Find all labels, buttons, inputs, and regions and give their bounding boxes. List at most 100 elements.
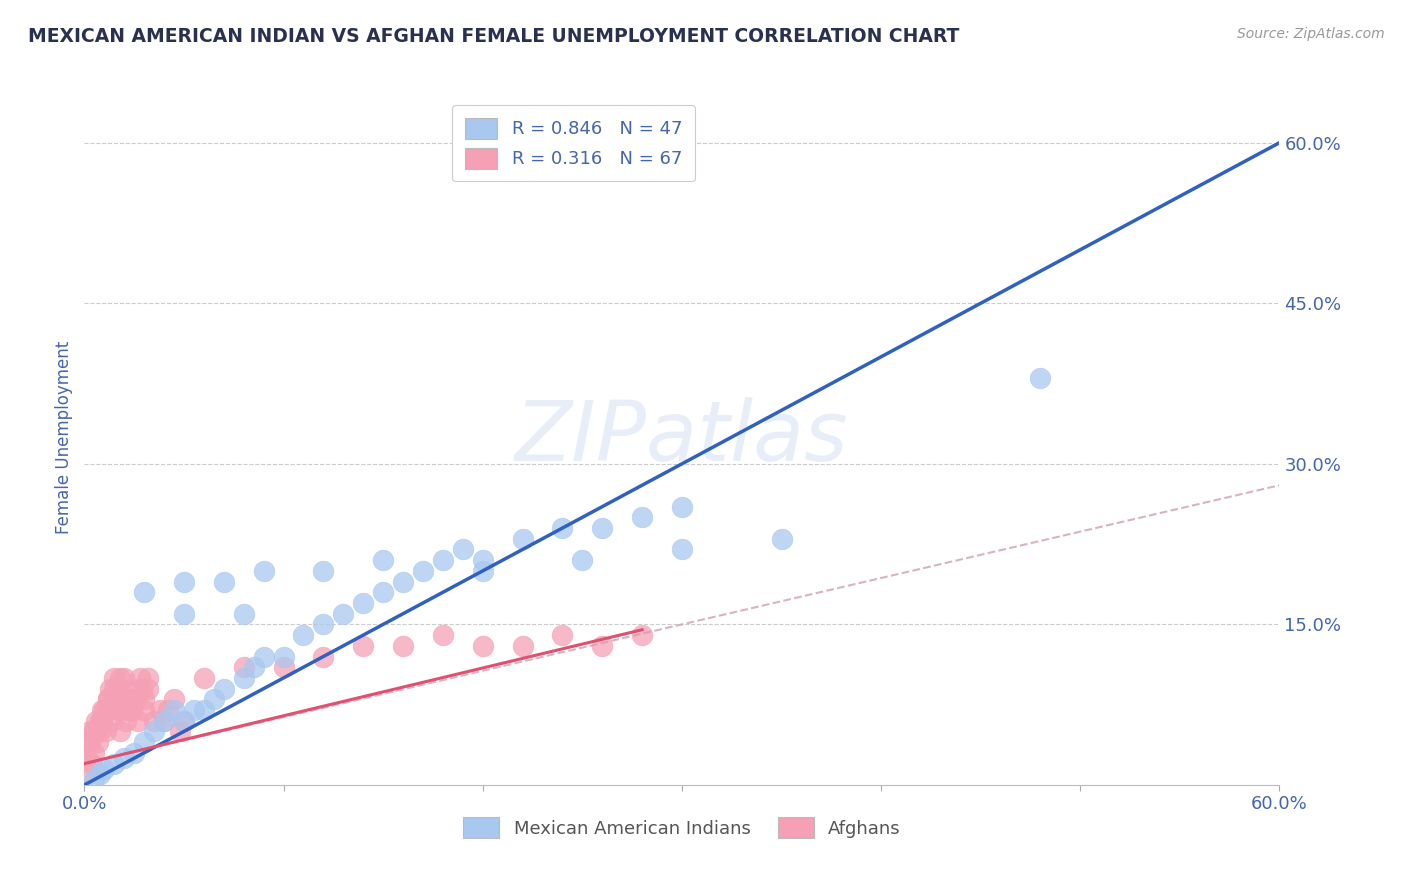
Point bbox=[93, 762, 115, 776]
Point bbox=[173, 714, 195, 728]
Point bbox=[77, 735, 100, 749]
Point bbox=[149, 703, 172, 717]
Point bbox=[136, 681, 159, 696]
Point bbox=[77, 767, 100, 781]
Point bbox=[105, 692, 128, 706]
Point bbox=[93, 703, 115, 717]
Point bbox=[163, 703, 186, 717]
Point bbox=[169, 724, 191, 739]
Point bbox=[131, 681, 153, 696]
Point bbox=[98, 681, 121, 696]
Point bbox=[115, 714, 138, 728]
Point bbox=[273, 660, 295, 674]
Point bbox=[96, 724, 118, 739]
Point bbox=[122, 746, 145, 760]
Point bbox=[127, 714, 149, 728]
Point bbox=[89, 714, 111, 728]
Point bbox=[671, 500, 693, 514]
Text: MEXICAN AMERICAN INDIAN VS AFGHAN FEMALE UNEMPLOYMENT CORRELATION CHART: MEXICAN AMERICAN INDIAN VS AFGHAN FEMALE… bbox=[28, 27, 959, 45]
Point bbox=[121, 692, 143, 706]
Point bbox=[1029, 371, 1052, 385]
Point bbox=[332, 607, 354, 621]
Point bbox=[432, 628, 454, 642]
Point bbox=[392, 574, 415, 589]
Point bbox=[253, 564, 276, 578]
Point bbox=[143, 714, 166, 728]
Point bbox=[83, 746, 105, 760]
Point bbox=[242, 660, 264, 674]
Point bbox=[132, 703, 156, 717]
Point bbox=[136, 671, 159, 685]
Point bbox=[212, 681, 235, 696]
Point bbox=[82, 756, 104, 771]
Point bbox=[512, 639, 534, 653]
Point bbox=[157, 703, 180, 717]
Point bbox=[471, 639, 494, 653]
Point bbox=[153, 714, 176, 728]
Point bbox=[97, 703, 120, 717]
Point bbox=[125, 692, 148, 706]
Point bbox=[163, 692, 186, 706]
Point bbox=[173, 574, 195, 589]
Point bbox=[202, 692, 225, 706]
Point bbox=[412, 564, 434, 578]
Point bbox=[110, 724, 132, 739]
Point bbox=[112, 692, 135, 706]
Point bbox=[132, 585, 156, 599]
Point bbox=[232, 660, 254, 674]
Point bbox=[112, 671, 135, 685]
Point bbox=[101, 714, 124, 728]
Point bbox=[471, 553, 494, 567]
Point bbox=[173, 714, 195, 728]
Point bbox=[89, 724, 111, 739]
Point bbox=[103, 692, 125, 706]
Point bbox=[631, 510, 654, 524]
Point bbox=[132, 735, 156, 749]
Point bbox=[83, 724, 105, 739]
Point bbox=[122, 681, 145, 696]
Point bbox=[571, 553, 593, 567]
Y-axis label: Female Unemployment: Female Unemployment bbox=[55, 341, 73, 533]
Point bbox=[253, 649, 276, 664]
Point bbox=[132, 692, 156, 706]
Point bbox=[373, 553, 395, 567]
Point bbox=[512, 532, 534, 546]
Point bbox=[75, 746, 97, 760]
Point bbox=[110, 671, 132, 685]
Point bbox=[432, 553, 454, 567]
Legend: Mexican American Indians, Afghans: Mexican American Indians, Afghans bbox=[456, 810, 908, 846]
Point bbox=[153, 714, 176, 728]
Point bbox=[129, 671, 152, 685]
Point bbox=[212, 574, 235, 589]
Point bbox=[103, 756, 125, 771]
Point bbox=[143, 724, 166, 739]
Point bbox=[103, 681, 125, 696]
Point bbox=[86, 714, 108, 728]
Point bbox=[312, 617, 335, 632]
Point bbox=[451, 542, 474, 557]
Point bbox=[89, 767, 111, 781]
Point bbox=[273, 649, 295, 664]
Point bbox=[292, 628, 315, 642]
Point bbox=[671, 542, 693, 557]
Point bbox=[631, 628, 654, 642]
Point bbox=[112, 751, 135, 765]
Point bbox=[193, 671, 215, 685]
Point bbox=[91, 714, 114, 728]
Point bbox=[107, 703, 129, 717]
Point bbox=[392, 639, 415, 653]
Point bbox=[173, 607, 195, 621]
Text: ZIPatlas: ZIPatlas bbox=[515, 397, 849, 477]
Point bbox=[86, 724, 108, 739]
Point bbox=[551, 521, 574, 535]
Point bbox=[312, 649, 335, 664]
Point bbox=[115, 703, 138, 717]
Point bbox=[373, 585, 395, 599]
Point bbox=[193, 703, 215, 717]
Point bbox=[352, 596, 374, 610]
Point bbox=[352, 639, 374, 653]
Point bbox=[97, 692, 120, 706]
Point bbox=[591, 639, 613, 653]
Point bbox=[91, 714, 114, 728]
Point bbox=[183, 703, 205, 717]
